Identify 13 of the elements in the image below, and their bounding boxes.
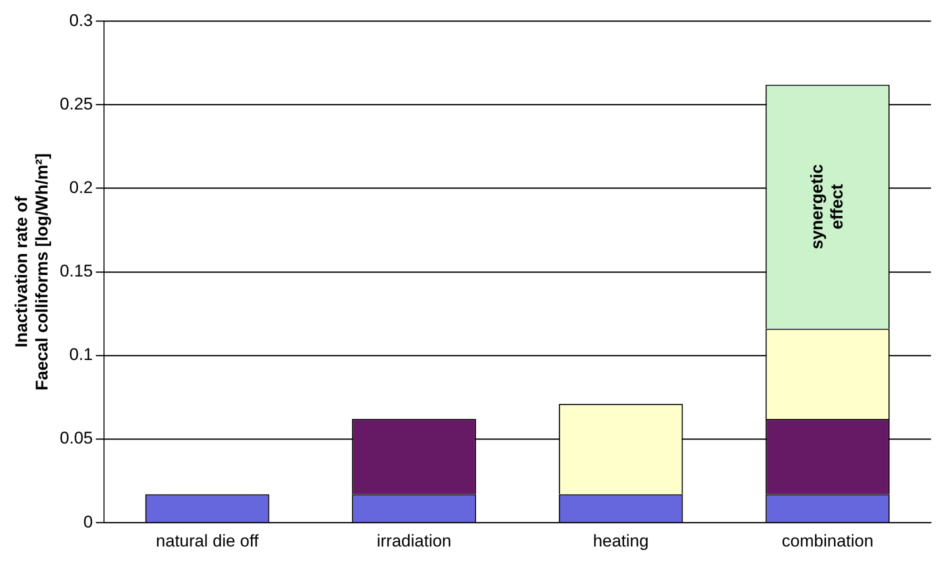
series-label: synergetic effect xyxy=(807,164,846,250)
y-tick-label: 0.05 xyxy=(60,428,93,448)
y-tick-label: 0.15 xyxy=(60,262,93,281)
y-tick-label: 0 xyxy=(83,512,93,532)
x-tick-label: combination xyxy=(782,531,874,550)
y-tick-label: 0.3 xyxy=(69,10,93,30)
x-tick-label: natural die off xyxy=(156,531,259,550)
y-tick-label: 0.25 xyxy=(60,94,93,114)
y-tick-label: 0.2 xyxy=(69,178,93,198)
x-tick-label: irradiation xyxy=(376,531,452,550)
x-tick-label: heating xyxy=(592,531,649,550)
y-tick-label: 0.1 xyxy=(69,345,93,364)
y-axis-title: Inactivation rate of Faecal colliforms [log/Wh/m²] xyxy=(12,153,52,390)
